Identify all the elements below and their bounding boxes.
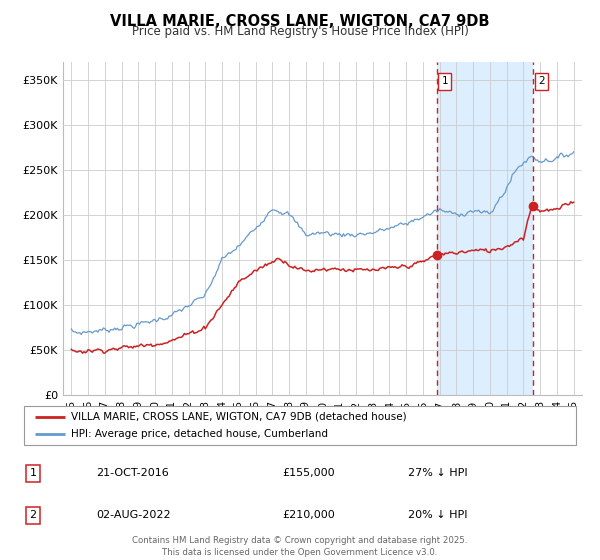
FancyBboxPatch shape — [24, 406, 576, 445]
Text: 21-OCT-2016: 21-OCT-2016 — [96, 468, 169, 478]
Text: Price paid vs. HM Land Registry's House Price Index (HPI): Price paid vs. HM Land Registry's House … — [131, 25, 469, 38]
Text: 27% ↓ HPI: 27% ↓ HPI — [408, 468, 467, 478]
Text: VILLA MARIE, CROSS LANE, WIGTON, CA7 9DB (detached house): VILLA MARIE, CROSS LANE, WIGTON, CA7 9DB… — [71, 412, 407, 422]
Text: Contains HM Land Registry data © Crown copyright and database right 2025.
This d: Contains HM Land Registry data © Crown c… — [132, 536, 468, 557]
Bar — [437, 62, 533, 395]
Text: 1: 1 — [442, 76, 448, 86]
Text: 2: 2 — [29, 510, 37, 520]
Text: 1: 1 — [29, 468, 37, 478]
Text: VILLA MARIE, CROSS LANE, WIGTON, CA7 9DB: VILLA MARIE, CROSS LANE, WIGTON, CA7 9DB — [110, 14, 490, 29]
Text: £210,000: £210,000 — [282, 510, 335, 520]
Text: 02-AUG-2022: 02-AUG-2022 — [96, 510, 170, 520]
Text: HPI: Average price, detached house, Cumberland: HPI: Average price, detached house, Cumb… — [71, 429, 328, 439]
Text: 20% ↓ HPI: 20% ↓ HPI — [408, 510, 467, 520]
Text: 2: 2 — [538, 76, 545, 86]
Text: £155,000: £155,000 — [282, 468, 335, 478]
